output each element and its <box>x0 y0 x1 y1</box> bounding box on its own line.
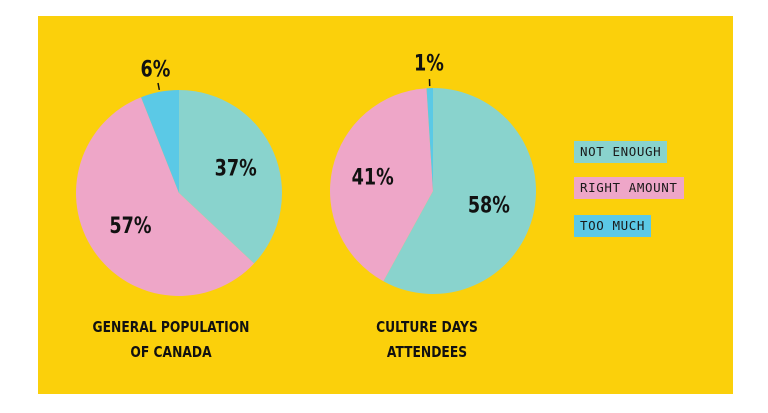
legend-not-enough: NOT ENOUGH <box>574 141 668 163</box>
legend-too-much: TOO MUCH <box>574 215 652 237</box>
chart-title-line: OF CANADA <box>130 343 212 361</box>
slice-label-not-enough: 37% <box>215 156 257 181</box>
slice-label-not-enough: 58% <box>468 193 510 218</box>
label-leader-line <box>157 82 161 91</box>
chart-title-line: ATTENDEES <box>386 343 468 361</box>
pie-slice-too-much <box>426 88 433 191</box>
pie-slice-too-much <box>141 90 179 193</box>
pie-slice-right-amount <box>76 97 255 296</box>
slice-label-too-much: 1% <box>414 51 444 76</box>
chart-title-culture-days: CULTURE DAYS ATTENDEES <box>320 315 533 365</box>
chart-title-line: CULTURE DAYS <box>376 318 478 336</box>
legend-right-amount: RIGHT AMOUNT <box>574 177 684 199</box>
slice-label-right-amount: 41% <box>352 165 394 190</box>
pie-slice-right-amount <box>329 88 433 282</box>
slice-label-too-much: 6% <box>141 57 171 82</box>
slice-label-right-amount: 57% <box>109 213 151 238</box>
pie-slice-not-enough <box>383 88 536 294</box>
chart-title-line: GENERAL POPULATION <box>92 318 250 336</box>
chart-title-general-population: GENERAL POPULATION OF CANADA <box>64 315 277 365</box>
pie-slice-not-enough <box>179 90 282 264</box>
